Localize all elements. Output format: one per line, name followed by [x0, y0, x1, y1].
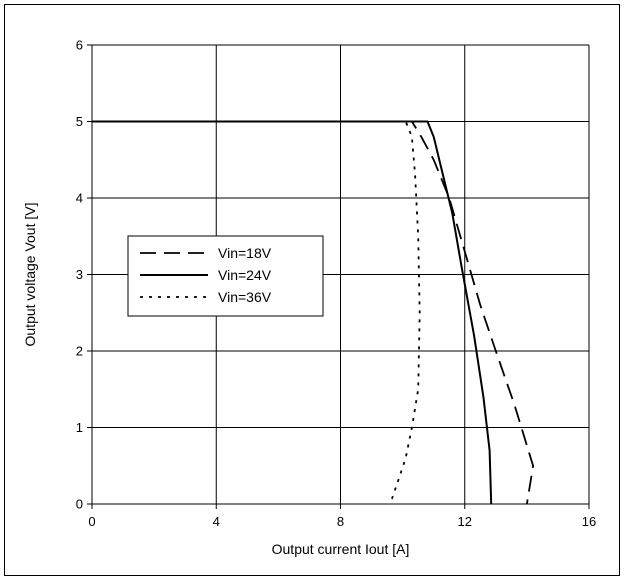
x-tick-label: 0: [88, 514, 95, 529]
y-tick-label: 4: [76, 191, 83, 206]
y-tick-label: 5: [76, 114, 83, 129]
chart-frame: 0 1 2 3 4 5 6 0 4 8 12 16 Output current Iout [A] O…: [4, 4, 620, 576]
y-axis-title: Output voltage Vout [V]: [22, 203, 38, 347]
x-tick-label: 12: [458, 514, 472, 529]
y-tick-label: 1: [76, 420, 83, 435]
series-line-vin-36v: [92, 120, 421, 505]
legend-label: Vin=36V: [218, 289, 272, 305]
legend: Vin=18V Vin=24V Vin=36V: [127, 235, 324, 317]
series-line-vin-18v: [92, 120, 534, 505]
x-tick-label: 8: [337, 514, 344, 529]
y-tick-label: 6: [76, 38, 83, 53]
y-tick-label: 3: [76, 267, 83, 282]
axis-layer: [87, 44, 590, 509]
y-tick-label: 0: [76, 497, 83, 512]
legend-label: Vin=18V: [218, 245, 272, 261]
x-axis-title: Output current Iout [A]: [272, 541, 410, 557]
x-tick-label: 16: [582, 514, 596, 529]
legend-label: Vin=24V: [218, 267, 272, 283]
y-tick-label: 2: [76, 344, 83, 359]
series-line-vin-24v: [92, 120, 493, 505]
series-layer: [92, 120, 534, 505]
x-tick-label: 4: [213, 514, 220, 529]
